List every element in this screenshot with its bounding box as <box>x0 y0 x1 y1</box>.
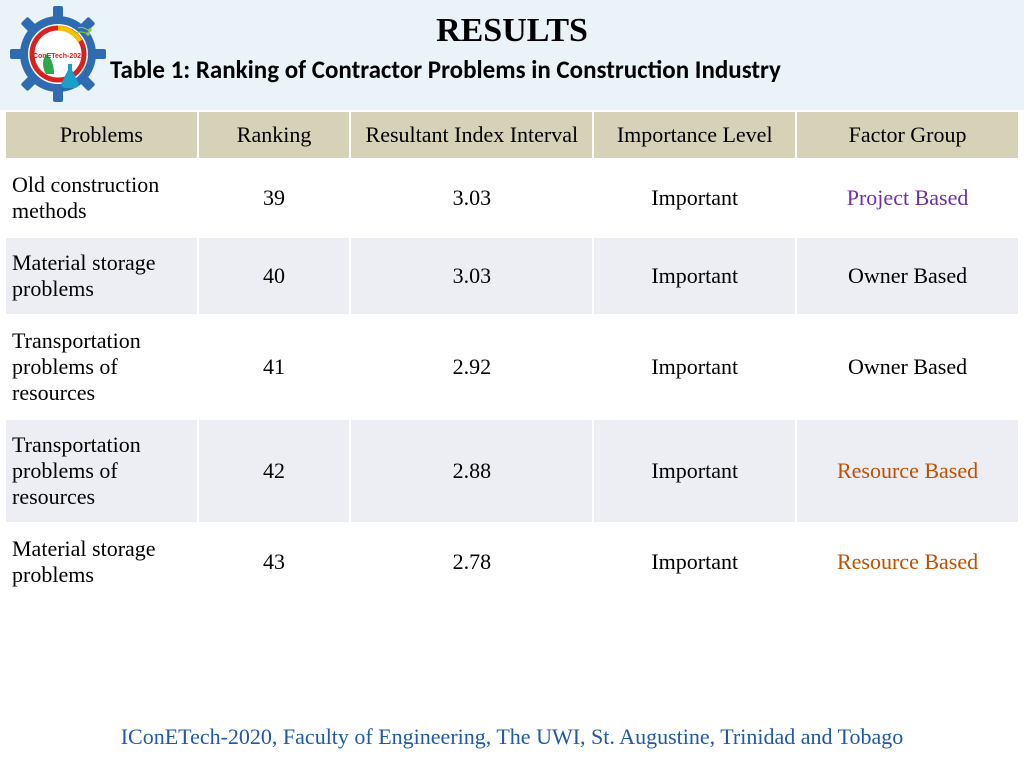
table-cell: 42 <box>199 420 350 522</box>
table-cell: 40 <box>199 238 350 314</box>
column-header: Factor Group <box>797 112 1018 158</box>
conference-logo-icon: IConETech-2020 <box>8 4 108 104</box>
table-row: Transportation problems of resources422.… <box>6 420 1018 522</box>
table-cell: Transportation problems of resources <box>6 316 197 418</box>
table-cell: Project Based <box>797 160 1018 236</box>
table-cell: 39 <box>199 160 350 236</box>
table-cell: Resource Based <box>797 420 1018 522</box>
column-header: Importance Level <box>594 112 795 158</box>
footer-text: IConETech-2020, Faculty of Engineering, … <box>0 724 1024 750</box>
table-cell: 3.03 <box>351 160 592 236</box>
column-header: Ranking <box>199 112 350 158</box>
table-cell: Important <box>594 420 795 522</box>
table-row: Old construction methods393.03ImportantP… <box>6 160 1018 236</box>
table-cell: 2.92 <box>351 316 592 418</box>
table-cell: 2.88 <box>351 420 592 522</box>
table-row: Transportation problems of resources412.… <box>6 316 1018 418</box>
table-cell: Material storage problems <box>6 524 197 600</box>
table-cell: Important <box>594 238 795 314</box>
table-caption: Table 1: Ranking of Contractor Problems … <box>0 50 1024 85</box>
table-cell: Important <box>594 160 795 236</box>
results-table-container: ProblemsRankingResultant Index IntervalI… <box>0 110 1024 602</box>
table-cell: 41 <box>199 316 350 418</box>
table-cell: Material storage problems <box>6 238 197 314</box>
table-cell: 2.78 <box>351 524 592 600</box>
table-cell: 3.03 <box>351 238 592 314</box>
table-header-row: ProblemsRankingResultant Index IntervalI… <box>6 112 1018 158</box>
table-row: Material storage problems432.78Important… <box>6 524 1018 600</box>
table-row: Material storage problems403.03Important… <box>6 238 1018 314</box>
column-header: Resultant Index Interval <box>351 112 592 158</box>
table-cell: Old construction methods <box>6 160 197 236</box>
table-cell: Transportation problems of resources <box>6 420 197 522</box>
table-cell: Owner Based <box>797 316 1018 418</box>
table-cell: Important <box>594 316 795 418</box>
table-cell: Owner Based <box>797 238 1018 314</box>
column-header: Problems <box>6 112 197 158</box>
table-cell: Resource Based <box>797 524 1018 600</box>
table-cell: 43 <box>199 524 350 600</box>
results-table: ProblemsRankingResultant Index IntervalI… <box>4 110 1020 602</box>
table-cell: Important <box>594 524 795 600</box>
svg-text:IConETech-2020: IConETech-2020 <box>31 53 85 60</box>
header-band: IConETech-2020 RESULTS Table 1: Ranking … <box>0 0 1024 110</box>
page-title: RESULTS <box>0 0 1024 50</box>
